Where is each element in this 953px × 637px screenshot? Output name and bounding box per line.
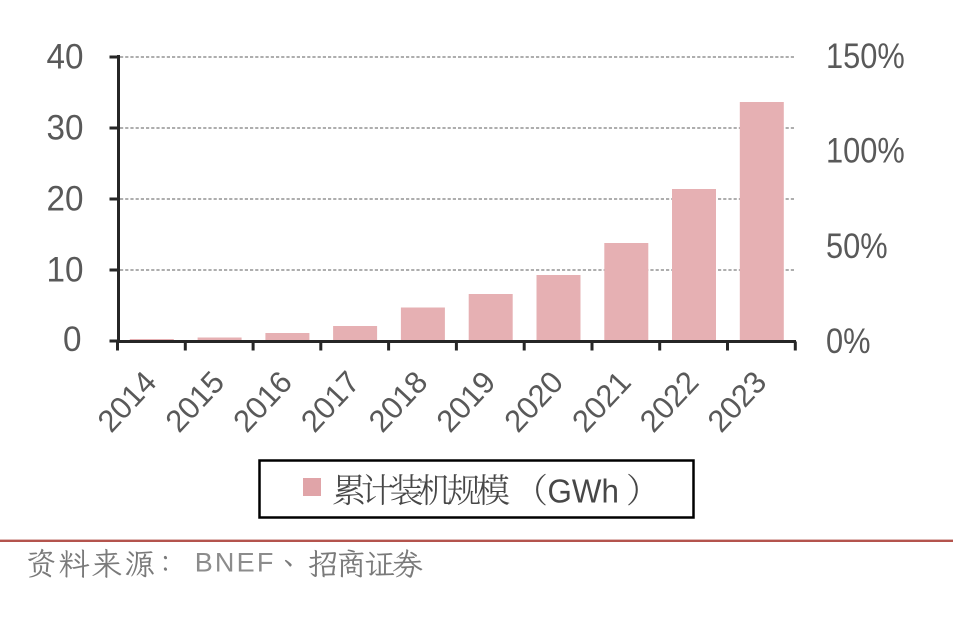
svg-text:50%: 50% (826, 226, 888, 265)
svg-text:GWh: GWh (548, 473, 619, 510)
svg-text:0: 0 (63, 320, 81, 359)
svg-text:10: 10 (47, 251, 84, 290)
svg-text:40: 40 (47, 38, 84, 77)
svg-text:150%: 150% (826, 36, 905, 75)
svg-text:100%: 100% (826, 130, 905, 169)
svg-text:0%: 0% (826, 321, 871, 360)
svg-text:30: 30 (47, 109, 84, 148)
svg-text:BNEF: BNEF (195, 548, 276, 578)
svg-text:20: 20 (47, 180, 84, 219)
